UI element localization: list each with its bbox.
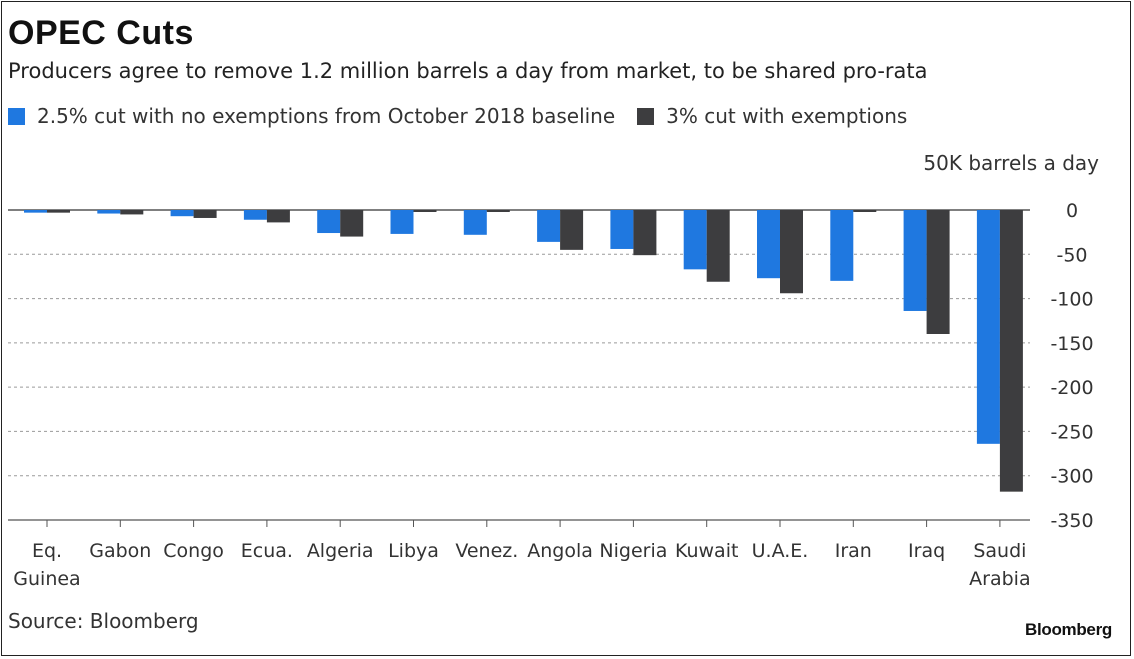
bar-series2 [706,210,730,282]
bar-series2 [193,210,217,218]
chart-subtitle: Producers agree to remove 1.2 million ba… [8,59,928,83]
bar-series1 [390,210,414,234]
bar-series1 [463,210,487,235]
x-category-label: Congo [163,540,224,562]
x-category-label: Ecua. [241,540,293,562]
bar-series2 [853,210,877,212]
y-tick-label: 0 [1066,200,1078,222]
bar-series2 [120,210,144,215]
x-category-label: Libya [388,540,439,562]
bar-series2 [413,210,437,212]
source-note: Source: Bloomberg [8,609,199,633]
bar-series2 [926,210,950,334]
x-category-label: Nigeria [599,540,667,562]
x-category-label: Arabia [969,568,1030,590]
chart-legend: 2.5% cut with no exemptions from October… [8,104,929,128]
bar-series2 [780,210,803,294]
x-category-label: Guinea [13,568,80,590]
bar-series2 [340,210,364,237]
bar-series1 [976,210,1000,444]
y-tick-label: -150 [1050,333,1093,355]
bar-series2 [633,210,657,256]
bar-series2 [47,210,70,213]
legend-label-series2: 3% cut with exemptions [666,104,908,128]
y-axis-unit-label: 50K barrels a day [923,151,1099,175]
x-category-label: Iran [835,540,872,562]
x-category-label: U.A.E. [752,540,809,562]
legend-swatch-series2 [637,107,655,125]
bar-series1 [24,210,47,213]
x-category-label: Kuwait [675,540,738,562]
bar-series1 [610,210,634,249]
bar-series2 [266,210,290,223]
bar-series1 [243,210,267,220]
legend-label-series1: 2.5% cut with no exemptions from October… [37,104,616,128]
legend-swatch-series1 [8,107,25,125]
x-category-label: Gabon [89,540,151,562]
x-category-label: Eq. [32,540,62,562]
bar-series1 [830,210,854,281]
bar-series1 [537,210,561,242]
legend-item-series2: 3% cut with exemptions [637,104,907,128]
bar-series1 [757,210,780,279]
bar-series1 [170,210,194,217]
y-tick-label: -50 [1056,244,1087,266]
x-category-label: Saudi [973,540,1026,562]
y-tick-label: -250 [1050,421,1093,443]
x-category-label: Algeria [307,540,374,562]
bar-series1 [903,210,927,311]
bar-series1 [683,210,707,270]
x-category-label: Venez. [455,540,518,562]
x-category-label: Angola [527,540,593,562]
bar-series1 [97,210,121,214]
bloomberg-logo: Bloomberg [1024,620,1112,639]
x-category-label: Iraq [908,540,945,562]
legend-item-series1: 2.5% cut with no exemptions from October… [8,104,615,128]
y-tick-label: -350 [1050,510,1093,532]
bar-series2 [560,210,584,250]
bar-series2 [486,210,510,212]
y-tick-label: -100 [1050,289,1093,311]
bar-series2 [999,210,1023,492]
y-tick-label: -300 [1050,466,1093,488]
y-tick-label: -200 [1050,377,1093,399]
chart-title: OPEC Cuts [8,14,194,52]
bar-series1 [317,210,341,234]
